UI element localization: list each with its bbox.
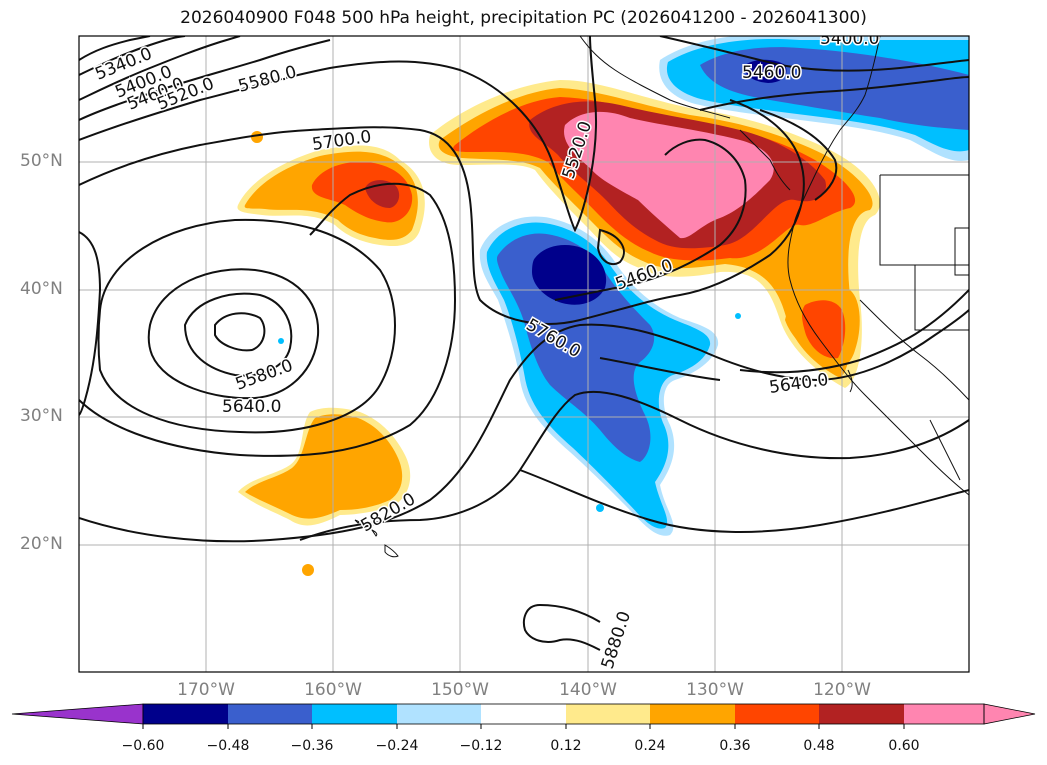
colorbar-bin-2 [228, 704, 312, 724]
contour-5640-west [79, 231, 102, 416]
contour-5700-top [79, 99, 805, 325]
contour-5640-central [79, 182, 457, 457]
lat-label-20n: 20°N [20, 534, 63, 554]
contour-5820 [299, 390, 969, 541]
colorbar-bin-10 [904, 704, 984, 724]
contour-5580-nw [79, 36, 597, 233]
lon-label-140w: 140°W [559, 680, 617, 700]
contour-5880 [522, 603, 601, 651]
colorbar-extend-high [983, 703, 1036, 725]
colorbar-tick-pos048: 0.48 [803, 738, 835, 754]
contour-low-ring-3 [147, 268, 320, 400]
contour-5580-east [759, 109, 838, 201]
negative-anomaly-gulf-alaska-darkblue [744, 59, 787, 83]
map-frame [78, 35, 970, 673]
contour-label-5460-east: 5460.0 [742, 63, 801, 83]
colorbar-bin-1 [143, 704, 228, 724]
contour-low-ring-2 [183, 292, 293, 377]
colorbar-tick-neg060: −0.60 [121, 738, 165, 754]
lat-label-50n: 50°N [20, 151, 63, 171]
contour-5460-center [554, 138, 747, 301]
colorbar-bin-8 [735, 704, 819, 724]
contour-5460-east [659, 36, 969, 72]
negative-anomaly-central-pacific-blue [496, 233, 655, 462]
colorbar-extend-low [11, 703, 144, 725]
graticule [79, 36, 969, 672]
lon-label-130w: 130°W [686, 680, 744, 700]
colorbar-tick-neg048: −0.48 [206, 738, 250, 754]
colorbar-bin-5 [481, 704, 566, 724]
positive-dot-2 [302, 564, 314, 576]
contour-5640-east-lower [739, 289, 969, 374]
colorbar-tick-pos036: 0.36 [719, 738, 751, 754]
colorbar [11, 703, 1036, 729]
colorbar-tick-neg024: −0.24 [375, 738, 419, 754]
colorbar-bin-9 [819, 704, 904, 724]
lon-label-150w: 150°W [431, 680, 489, 700]
contour-5460-nw [79, 36, 241, 101]
lon-label-170w: 170°W [177, 680, 235, 700]
map-layers: 5340.0 5400.0 5460.0 5520.0 5580.0 5700.… [79, 29, 969, 672]
lat-label-40n: 40°N [20, 279, 63, 299]
contour-label-5400-top: 5400.0 [820, 29, 879, 49]
colorbar-bin-6 [566, 704, 650, 724]
contour-5520-east [699, 76, 969, 111]
colorbar-bin-7 [650, 704, 735, 724]
lat-label-30n: 30°N [20, 406, 63, 426]
lon-label-160w: 160°W [304, 680, 362, 700]
colorbar-tick-neg012: −0.12 [459, 738, 503, 754]
colorbar-tick-pos060: 0.60 [888, 738, 920, 754]
contour-low-ring-1 [214, 312, 266, 352]
negative-dot-2 [735, 313, 741, 319]
positive-anomaly-hawaii-orange [245, 414, 403, 519]
contour-label-5640-low: 5640.0 [222, 397, 281, 417]
contour-5340 [79, 36, 151, 61]
colorbar-bin-3 [312, 704, 397, 724]
positive-dot-1 [251, 131, 263, 143]
contour-5520-nw [79, 39, 331, 121]
height-contours [79, 36, 969, 651]
contour-5760 [79, 309, 969, 543]
positive-anomaly-ne-pacific-pink [564, 111, 774, 239]
contour-5700-east [599, 357, 721, 381]
positive-anomaly-west-coast-red [802, 300, 846, 359]
lon-label-120w: 120°W [813, 680, 871, 700]
negative-dot-3 [278, 338, 284, 344]
colorbar-bin-4 [397, 704, 481, 724]
contour-5820-lower [519, 469, 969, 533]
negative-dot-1 [596, 504, 604, 512]
colorbar-tick-pos012: 0.12 [550, 738, 582, 754]
colorbar-tick-pos024: 0.24 [634, 738, 666, 754]
contour-5400 [79, 36, 186, 76]
contour-low-ring-4 [97, 218, 396, 434]
map-title: 2026040900 F048 500 hPa height, precipit… [180, 8, 867, 28]
colorbar-tick-neg036: −0.36 [290, 738, 334, 754]
contour-5520-center-east [596, 228, 625, 266]
